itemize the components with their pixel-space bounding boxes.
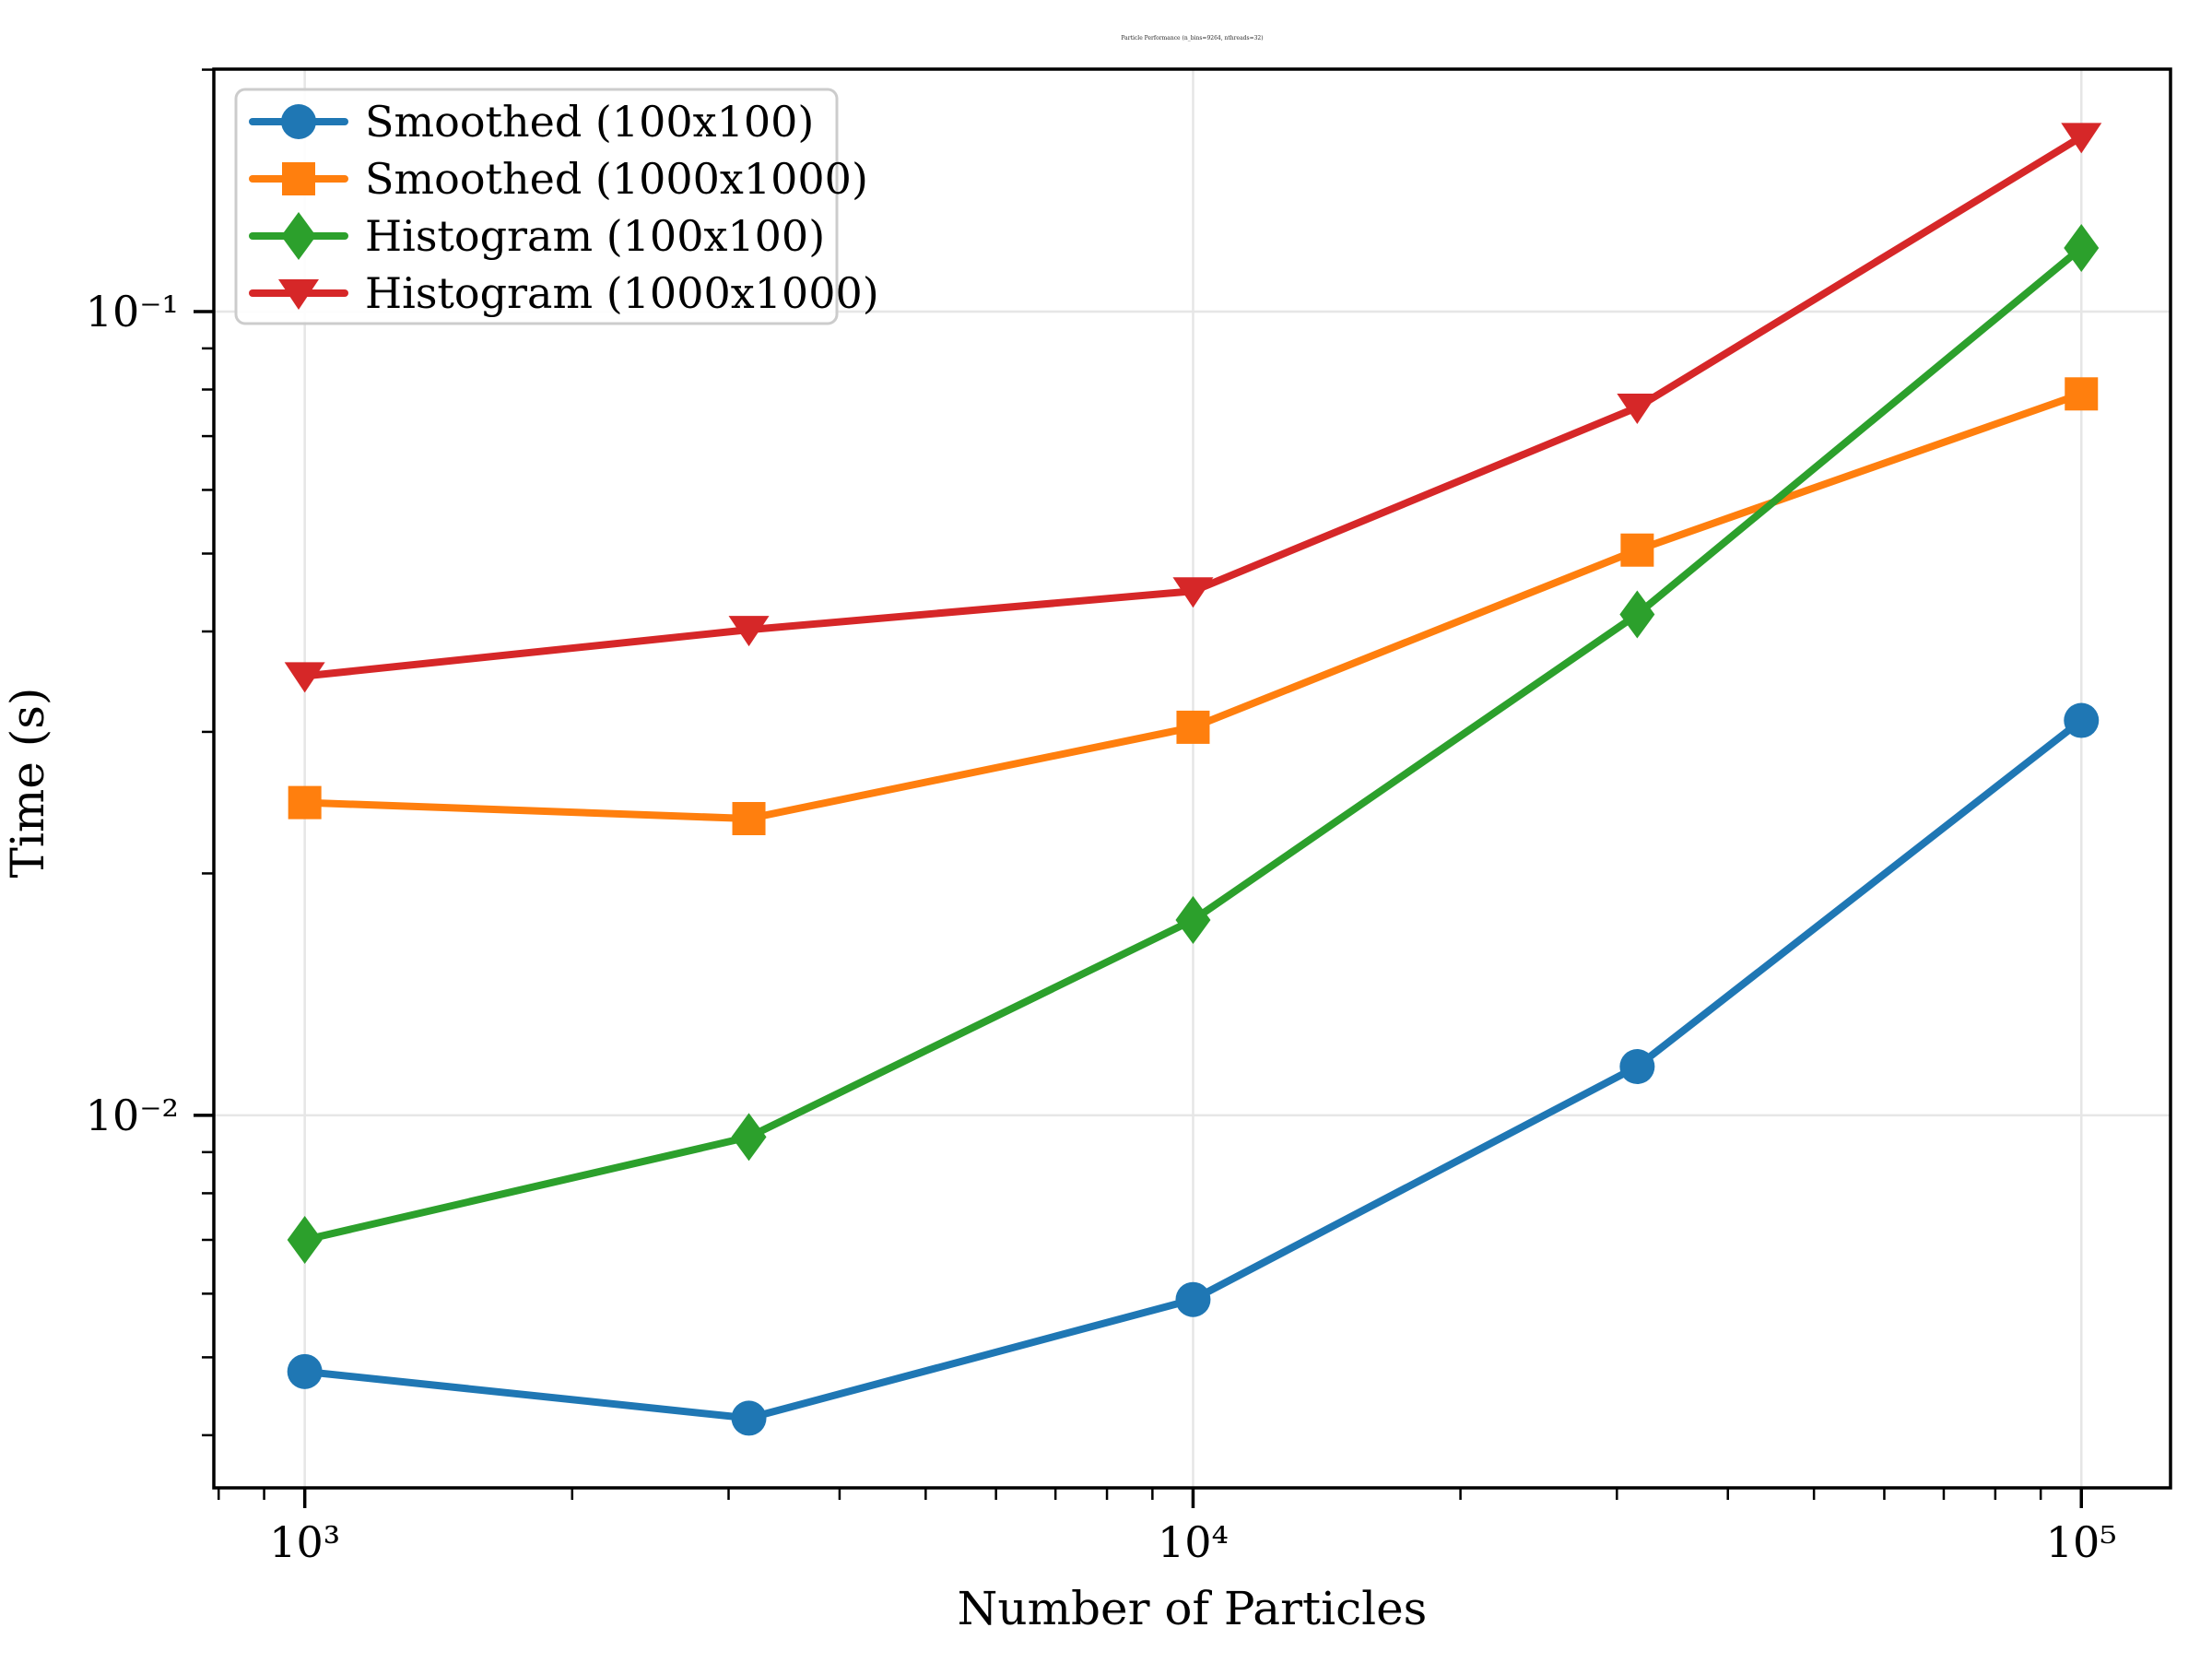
data-point-histogram-1000x1000 xyxy=(1172,577,1214,608)
data-point-smoothed-100x100 xyxy=(1619,1049,1655,1085)
data-point-smoothed-1000x1000 xyxy=(288,785,322,820)
chart-title: Particle Performance (n_bins=9264, nthre… xyxy=(1121,35,1264,41)
legend-label-smoothed-1000x1000: Smoothed (1000x1000) xyxy=(365,154,868,204)
data-point-histogram-1000x1000 xyxy=(1617,393,1658,424)
x-tick-label: 10⁴ xyxy=(1158,1517,1229,1567)
y-tick-label: 10⁻² xyxy=(86,1091,179,1140)
data-point-histogram-100x100 xyxy=(1175,896,1211,945)
legend-label-smoothed-100x100: Smoothed (100x100) xyxy=(365,97,814,147)
y-axis-label: Time (s) xyxy=(1,687,54,879)
data-point-histogram-100x100 xyxy=(731,1113,767,1162)
data-point-smoothed-100x100 xyxy=(731,1400,767,1436)
x-tick-label: 10⁵ xyxy=(2046,1517,2117,1567)
data-point-smoothed-100x100 xyxy=(2064,702,2100,738)
legend-label-histogram-1000x1000: Histogram (1000x1000) xyxy=(365,268,879,318)
legend-box xyxy=(234,88,839,325)
legend-swatch-marker xyxy=(282,162,315,195)
legend-swatch-marker xyxy=(278,279,319,310)
data-point-smoothed-1000x1000 xyxy=(732,802,766,836)
data-point-smoothed-100x100 xyxy=(287,1353,323,1389)
data-point-histogram-1000x1000 xyxy=(284,662,325,693)
x-axis-label: Number of Particles xyxy=(957,1582,1428,1635)
legend-swatch-marker xyxy=(281,212,316,260)
data-point-histogram-100x100 xyxy=(287,1215,323,1264)
legend-swatch-marker xyxy=(281,104,316,139)
y-tick-label: 10⁻¹ xyxy=(86,287,179,336)
data-point-histogram-100x100 xyxy=(2064,223,2100,272)
data-point-smoothed-100x100 xyxy=(1175,1281,1211,1317)
legend-label-histogram-100x100: Histogram (100x100) xyxy=(365,211,825,261)
data-point-smoothed-1000x1000 xyxy=(1620,533,1654,567)
data-point-smoothed-1000x1000 xyxy=(1176,710,1210,744)
x-tick-label: 10³ xyxy=(269,1517,340,1567)
data-point-histogram-1000x1000 xyxy=(2061,123,2102,154)
data-point-histogram-100x100 xyxy=(1619,590,1655,639)
data-point-smoothed-1000x1000 xyxy=(2065,377,2099,411)
data-point-histogram-1000x1000 xyxy=(728,616,770,647)
